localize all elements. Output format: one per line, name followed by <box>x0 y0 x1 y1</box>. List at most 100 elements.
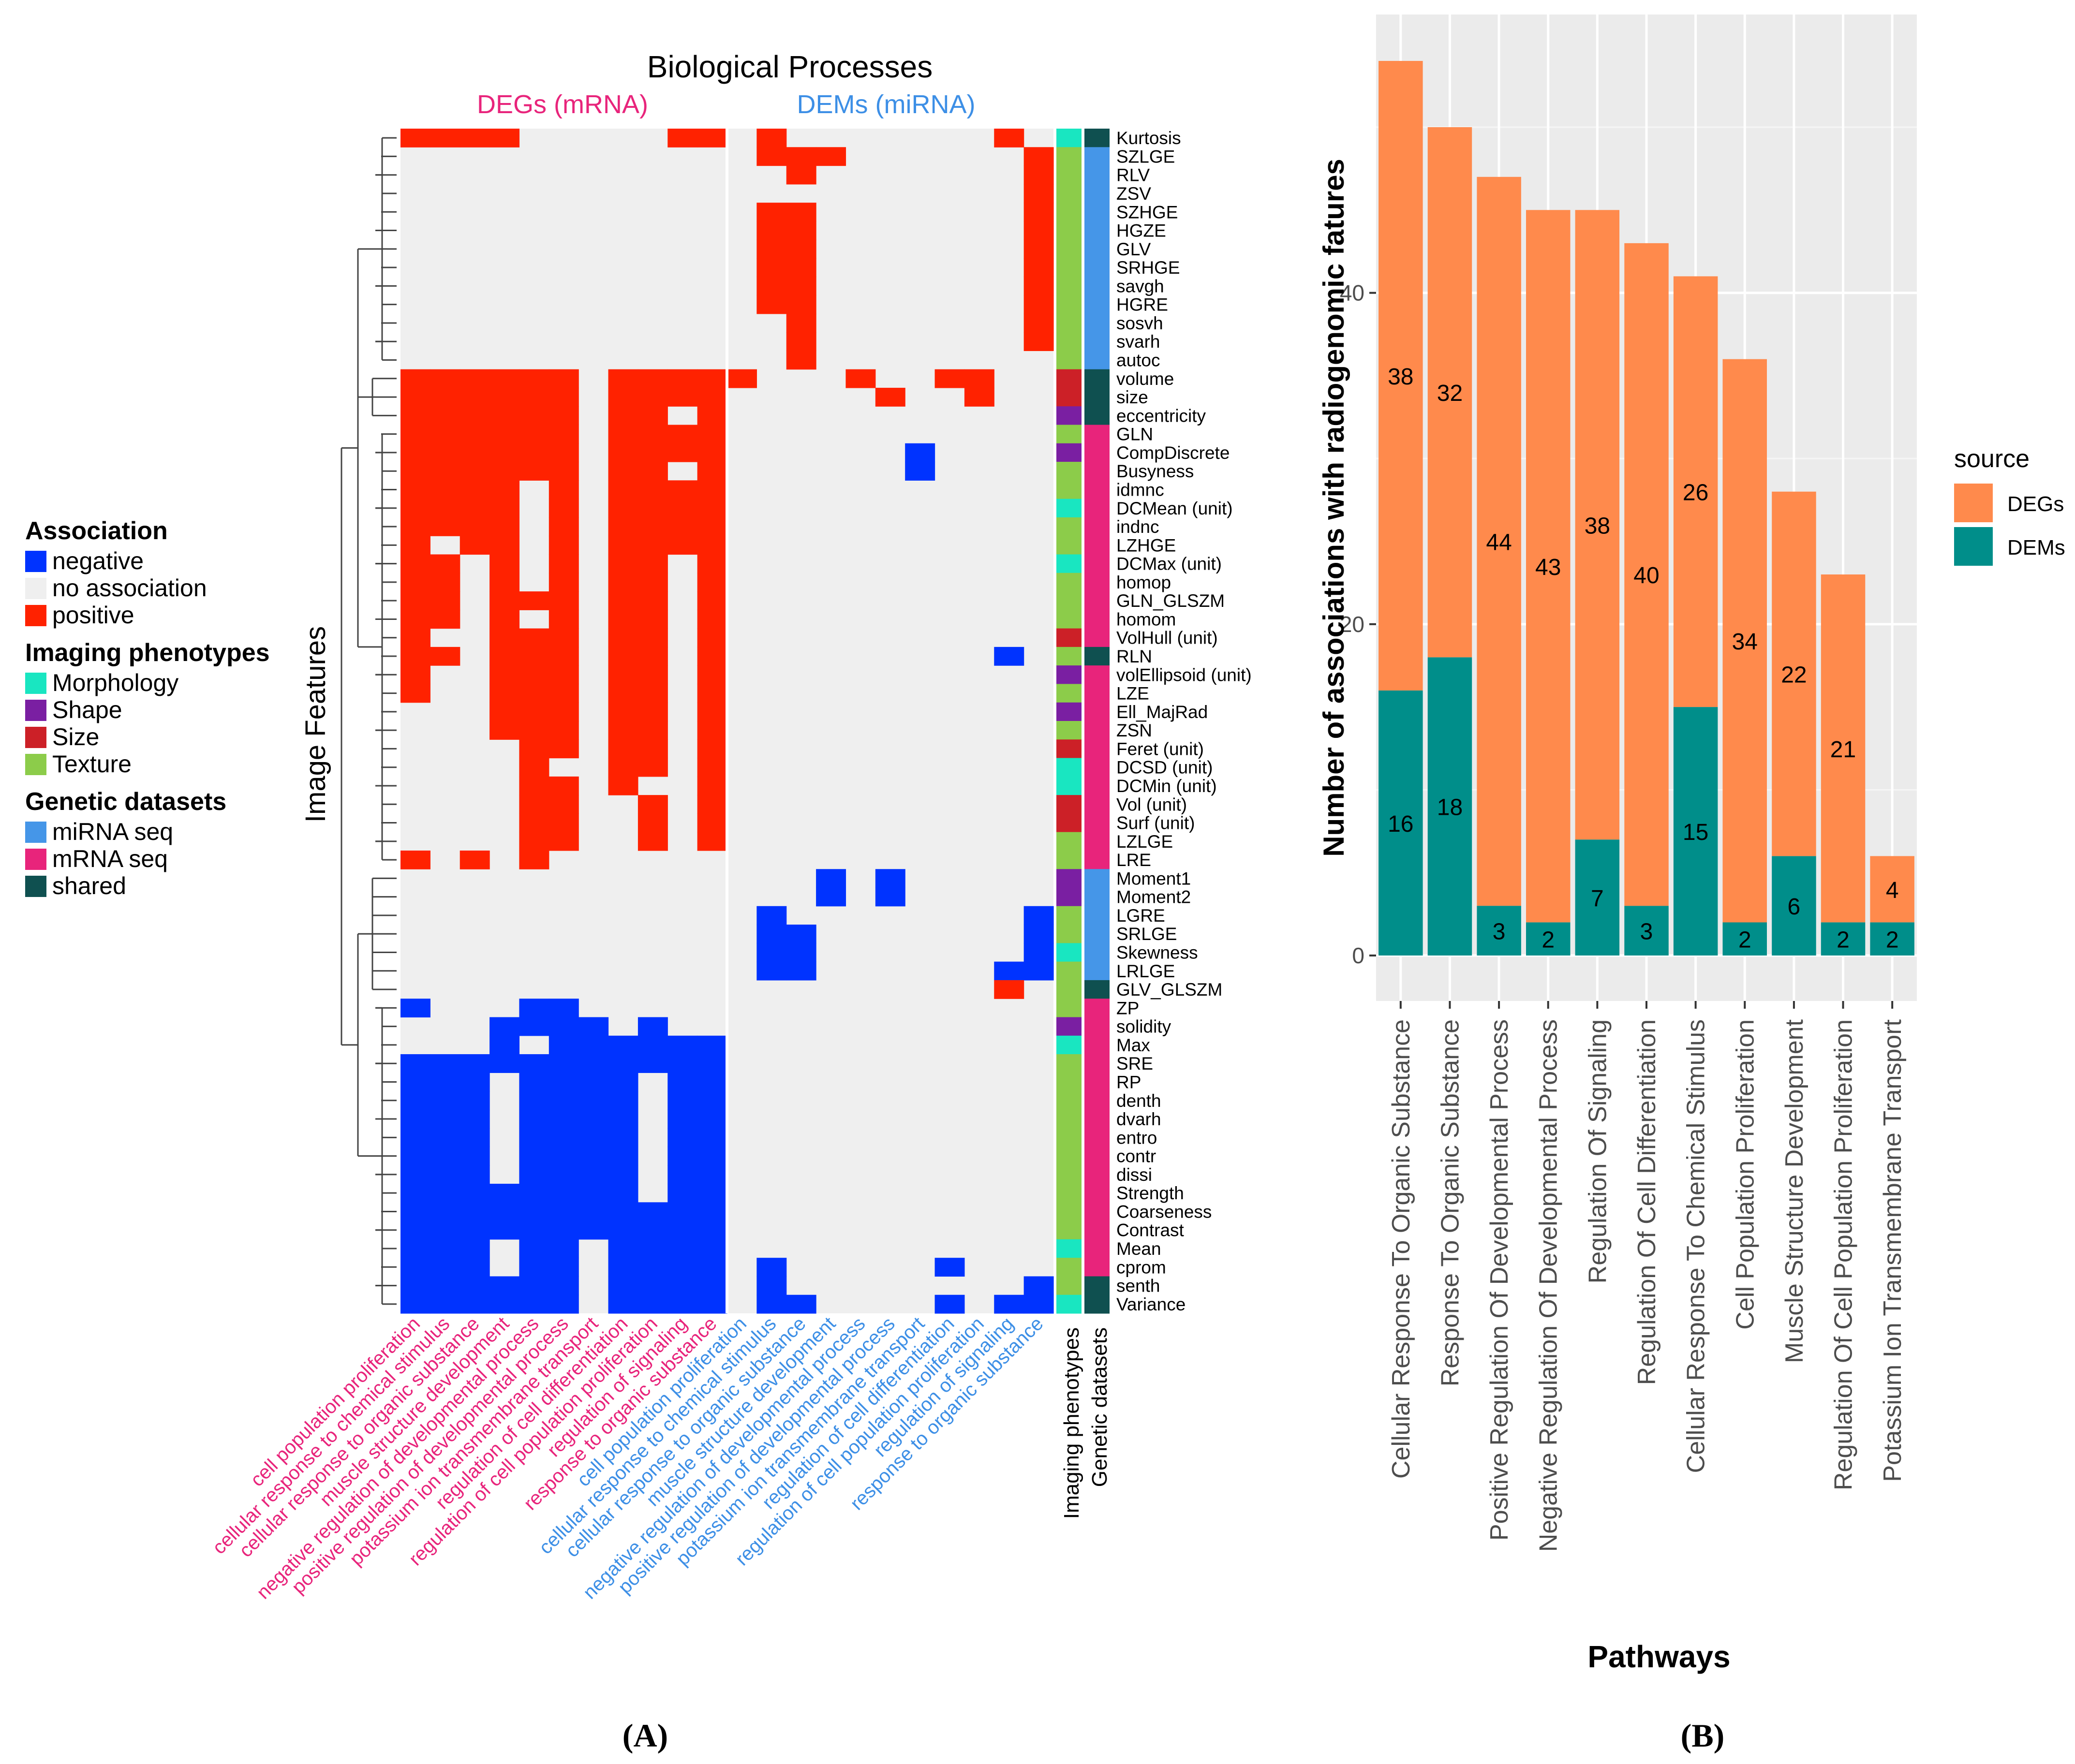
feature-label: GLV_GLSZM <box>1116 980 1222 1000</box>
heatmap-cell <box>667 499 698 518</box>
legend-swatch <box>25 727 46 748</box>
heatmap-cell <box>519 776 549 795</box>
heatmap-cell <box>608 1054 638 1073</box>
heatmap-cell <box>400 1091 430 1110</box>
heatmap-cell <box>608 758 638 777</box>
feature-label: size <box>1116 387 1148 407</box>
heatmap-cell <box>994 647 1024 666</box>
heatmap-cell <box>608 387 638 407</box>
heatmap-cell <box>519 1202 549 1221</box>
phenotype-annotation-cell <box>1056 277 1082 296</box>
heatmap-cell <box>994 980 1024 999</box>
heatmap-cell <box>697 425 727 444</box>
dataset-annotation-cell <box>1084 129 1110 147</box>
dataset-annotation-cell <box>1084 832 1110 851</box>
phenotype-annotation-cell <box>1056 906 1082 925</box>
heatmap-cell <box>697 406 727 426</box>
heatmap-cell <box>489 1294 520 1314</box>
x-tick-label: Regulation Of Cell Population Proliferat… <box>1830 1019 1858 1490</box>
heatmap-cell <box>548 628 579 647</box>
legend-swatch <box>25 822 46 843</box>
heatmap-cell <box>786 147 816 166</box>
bar-label-dems: 18 <box>1437 795 1463 821</box>
heatmap-cell <box>964 369 994 388</box>
heatmap-cell <box>637 1239 668 1258</box>
feature-label: svarh <box>1116 332 1160 352</box>
heatmap-cell <box>608 536 638 555</box>
heatmap-cell <box>608 721 638 740</box>
heatmap-cell <box>637 1220 668 1240</box>
heatmap-cell <box>489 684 520 703</box>
panel-a-heatmap: Biological Processes DEGs (mRNA) DEMs (m… <box>25 49 1252 1754</box>
heatmap-cell <box>459 480 490 500</box>
heatmap-cell <box>697 517 727 536</box>
heatmap-cell <box>400 665 430 685</box>
heatmap-cell <box>519 758 549 777</box>
heatmap-cell <box>489 665 520 685</box>
heatmap-cell <box>430 1073 460 1092</box>
heatmap-cell <box>548 1073 579 1092</box>
phenotype-annotation-cell <box>1056 1276 1082 1295</box>
dataset-annotation-cell <box>1084 943 1110 962</box>
phenotype-annotation-cell <box>1056 313 1082 333</box>
heatmap-cell <box>489 1035 520 1055</box>
dataset-annotation-cell <box>1084 795 1110 814</box>
feature-label: LGRE <box>1116 906 1165 926</box>
group-separator <box>726 129 728 1313</box>
heatmap-cell <box>400 1147 430 1166</box>
heatmap-cell <box>637 591 668 610</box>
phenotype-annotation-cell <box>1056 943 1082 962</box>
heatmap-cell <box>548 1239 579 1258</box>
bar-label-degs: 34 <box>1732 629 1758 655</box>
legend-swatch <box>25 700 46 721</box>
heatmap-cell <box>756 906 787 925</box>
dataset-annotation-cell <box>1084 850 1110 869</box>
heatmap-cell <box>489 443 520 462</box>
feature-label: GLV <box>1116 239 1151 259</box>
bar-degs <box>1427 127 1472 658</box>
heatmap-cell <box>400 1202 430 1221</box>
heatmap-cell <box>578 1220 609 1240</box>
bar-degs <box>1575 210 1620 840</box>
phenotype-annotation-cell <box>1056 702 1082 721</box>
heatmap-cell <box>548 1091 579 1110</box>
heatmap-cell <box>430 647 460 666</box>
feature-label: Max <box>1116 1035 1150 1055</box>
dataset-annotation-cell <box>1084 1165 1110 1184</box>
heatmap-cell <box>459 1239 490 1258</box>
heatmap-cell <box>637 573 668 592</box>
heatmap-cell <box>519 684 549 703</box>
heatmap-cell <box>756 1294 787 1314</box>
phenotype-annotation-cell <box>1056 758 1082 777</box>
heatmap-cell <box>519 739 549 759</box>
feature-label: Ell_MajRad <box>1116 702 1208 722</box>
dataset-annotation-cell <box>1084 258 1110 277</box>
heatmap-cell <box>786 351 816 370</box>
heatmap-cell <box>548 813 579 833</box>
phenotype-annotation-cell <box>1056 573 1082 592</box>
x-tick-label: Potassium Ion Transmembrane Transport <box>1879 1019 1907 1482</box>
bar-degs <box>1772 491 1816 856</box>
bar-degs <box>1821 574 1866 923</box>
phenotype-annotation-cell <box>1056 1109 1082 1129</box>
heatmap-cell <box>548 665 579 685</box>
feature-label: entro <box>1116 1128 1157 1147</box>
heatmap-cell <box>1023 258 1054 277</box>
heatmap-cell <box>519 1184 549 1203</box>
heatmap-cell <box>459 1220 490 1240</box>
bar-label-dems: 7 <box>1591 886 1604 911</box>
heatmap-cell <box>430 129 460 147</box>
heatmap-cell <box>964 387 994 407</box>
heatmap-cell <box>608 1109 638 1129</box>
heatmap-cell <box>1023 165 1054 185</box>
legend-swatch <box>25 605 46 626</box>
heatmap-cell <box>637 1202 668 1221</box>
feature-label: ZSN <box>1116 720 1152 740</box>
bar-label-dems: 2 <box>1886 927 1899 953</box>
heatmap-cell <box>400 387 430 407</box>
bar-label-dems: 3 <box>1493 919 1506 945</box>
bar-degs <box>1526 210 1571 923</box>
heatmap-cell <box>400 1073 430 1092</box>
